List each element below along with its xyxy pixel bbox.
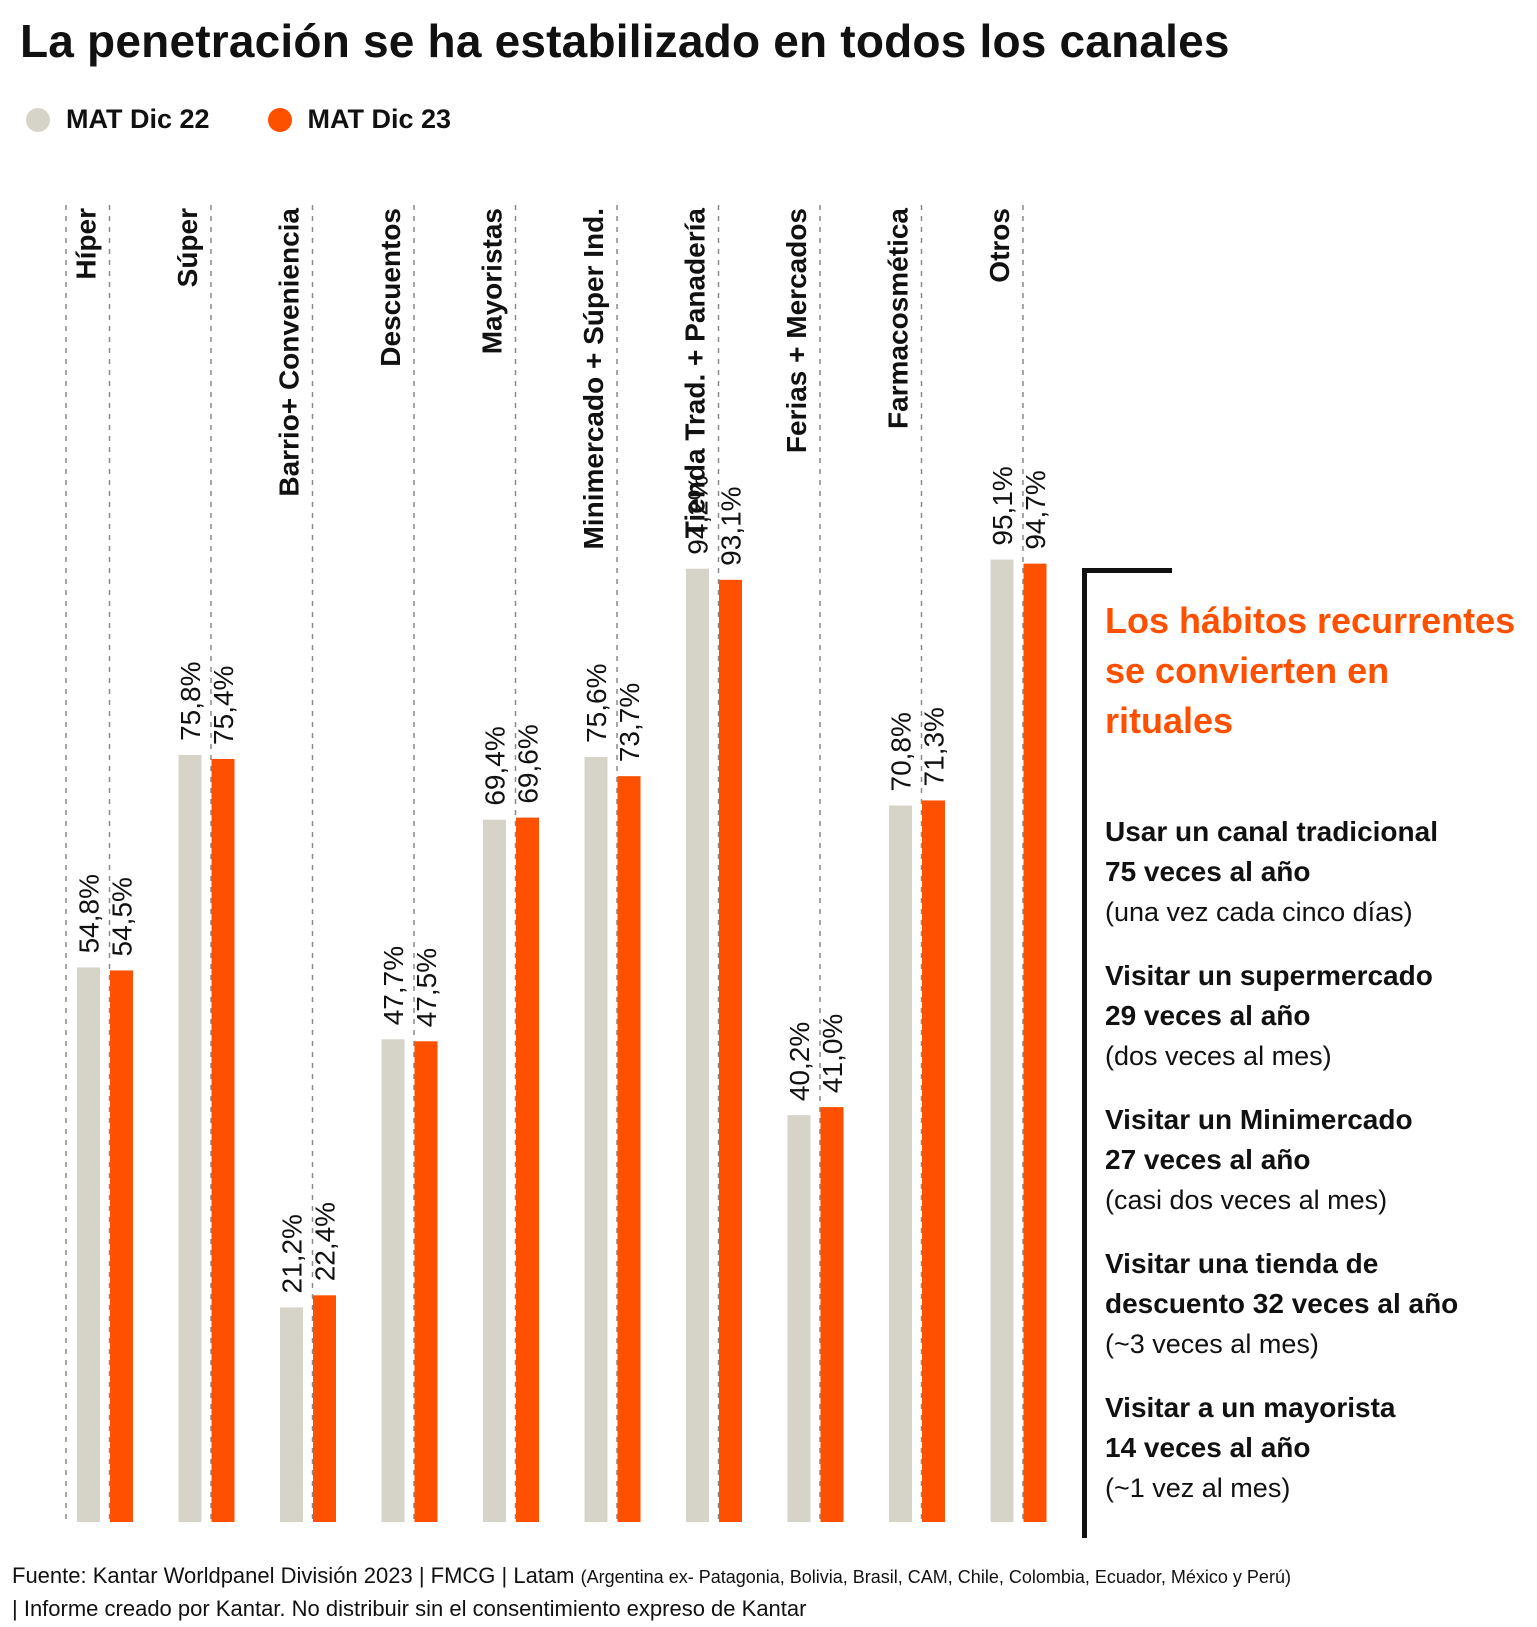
data-label: 93,1% xyxy=(716,486,747,565)
category-label: Farmacosmética xyxy=(883,208,914,429)
legend-label-dic-22: MAT Dic 22 xyxy=(66,104,210,134)
habit-title: Visitar un supermercado xyxy=(1105,960,1433,991)
bar-mat-dic-23 xyxy=(719,579,742,1522)
habit-frequency: 29 veces al año xyxy=(1105,1000,1311,1031)
bar-mat-dic-23 xyxy=(313,1295,336,1522)
category-label: Súper xyxy=(172,208,203,287)
category-label: Mayoristas xyxy=(477,208,508,354)
habit-note: (dos veces al mes) xyxy=(1105,1041,1332,1071)
bar-mat-dic-23 xyxy=(414,1041,438,1522)
bar-mat-dic-22 xyxy=(787,1115,811,1522)
bar-mat-dic-23 xyxy=(617,776,641,1522)
side-panel-bracket xyxy=(1082,568,1087,1538)
bar-mat-dic-22 xyxy=(889,805,912,1522)
habit-item: Usar un canal tradicional 75 veces al añ… xyxy=(1105,812,1530,932)
bar-mat-dic-22 xyxy=(483,819,506,1522)
habit-frequency: descuento 32 veces al año xyxy=(1105,1288,1459,1319)
habit-title: Visitar una tienda de xyxy=(1105,1248,1379,1279)
legend-swatch-dic-22 xyxy=(26,107,50,132)
data-label: 22,4% xyxy=(310,1202,341,1281)
bar-mat-dic-22 xyxy=(280,1307,303,1522)
side-panel-bracket-top xyxy=(1082,568,1172,573)
footer-source-text: Fuente: Kantar Worldpanel División 2023 … xyxy=(12,1563,575,1588)
data-label: 94,7% xyxy=(1020,470,1051,549)
habit-title: Usar un canal tradicional xyxy=(1105,816,1438,847)
data-label: 75,6% xyxy=(581,664,612,743)
habit-frequency: 75 veces al año xyxy=(1105,856,1311,887)
data-label: 73,7% xyxy=(614,683,645,762)
bar-mat-dic-23 xyxy=(110,970,133,1522)
category-label: Minimercado + Súper Ind. xyxy=(578,208,609,550)
bar-mat-dic-22 xyxy=(381,1039,405,1522)
category-label: Tienda Trad. + Panadería xyxy=(680,208,711,539)
data-label: 41,0% xyxy=(817,1014,848,1093)
category-label: Híper xyxy=(71,208,102,280)
data-label: 69,6% xyxy=(513,724,544,803)
habit-title: Visitar a un mayorista xyxy=(1105,1392,1396,1423)
category-label: Descuentos xyxy=(375,208,406,367)
data-label: 71,3% xyxy=(919,707,950,786)
data-label: 75,4% xyxy=(208,666,239,745)
side-panel-heading: Los hábitos recurrentes se convierten en… xyxy=(1105,600,1516,741)
legend-item-mat-dic-23: MAT Dic 23 xyxy=(267,104,452,135)
footer-disclaimer: | Informe creado por Kantar. No distribu… xyxy=(12,1596,807,1621)
habit-note: (una vez cada cinco días) xyxy=(1105,897,1413,927)
habit-note: (casi dos veces al mes) xyxy=(1105,1185,1388,1215)
data-label: 54,5% xyxy=(107,877,138,956)
data-label: 40,2% xyxy=(784,1022,815,1101)
legend: MAT Dic 22 MAT Dic 23 xyxy=(26,104,451,135)
bar-mat-dic-22 xyxy=(178,754,202,1522)
data-label: 69,4% xyxy=(480,726,511,805)
bar-mat-dic-22 xyxy=(990,559,1014,1522)
bar-mat-dic-23 xyxy=(211,758,235,1522)
legend-swatch-dic-23 xyxy=(267,107,292,132)
habit-item: Visitar a un mayorista 14 veces al año (… xyxy=(1105,1388,1530,1508)
habit-title: Visitar un Minimercado xyxy=(1105,1104,1413,1135)
habit-item: Visitar una tienda de descuento 32 veces… xyxy=(1105,1244,1530,1364)
data-label: 95,1% xyxy=(987,466,1018,545)
habit-item: Visitar un Minimercado 27 veces al año (… xyxy=(1105,1100,1530,1220)
data-label: 94,2% xyxy=(683,475,714,554)
habit-note: (~1 vez al mes) xyxy=(1105,1473,1291,1503)
data-label: 54,8% xyxy=(74,874,105,953)
data-label: 75,8% xyxy=(175,661,206,740)
bar-mat-dic-22 xyxy=(686,568,709,1522)
habit-frequency: 14 veces al año xyxy=(1105,1432,1311,1463)
category-label: Otros xyxy=(984,208,1015,283)
bar-mat-dic-22 xyxy=(77,967,100,1522)
data-label: 70,8% xyxy=(886,712,917,791)
legend-item-mat-dic-22: MAT Dic 22 xyxy=(26,104,210,135)
legend-label-dic-23: MAT Dic 23 xyxy=(307,104,452,134)
bar-chart: Híper 54,8% 54,5% Súper 75,8% 75,4% Barrio+ Co… xyxy=(65,205,1051,1522)
habit-note: (~3 veces al mes) xyxy=(1105,1329,1319,1359)
bar-mat-dic-23 xyxy=(820,1107,844,1522)
footer-source: Fuente: Kantar Worldpanel División 2023 … xyxy=(12,1560,1532,1624)
habit-item: Visitar un supermercado 29 veces al año … xyxy=(1105,956,1530,1076)
footer-countries: (Argentina ex- Patagonia, Bolivia, Brasi… xyxy=(580,1567,1291,1587)
category-label: Ferias + Mercados xyxy=(781,208,812,453)
bar-mat-dic-23 xyxy=(1023,563,1047,1522)
habit-frequency: 27 veces al año xyxy=(1105,1144,1311,1175)
bar-mat-dic-23 xyxy=(922,800,945,1522)
data-label: 47,5% xyxy=(411,948,442,1027)
bar-mat-dic-22 xyxy=(584,756,608,1522)
data-label: 47,7% xyxy=(378,946,409,1025)
category-label: Barrio+ Conveniencia xyxy=(274,208,305,497)
chart-title: La penetración se ha estabilizado en tod… xyxy=(20,15,1230,67)
bar-mat-dic-23 xyxy=(516,817,539,1522)
data-label: 21,2% xyxy=(277,1214,308,1293)
